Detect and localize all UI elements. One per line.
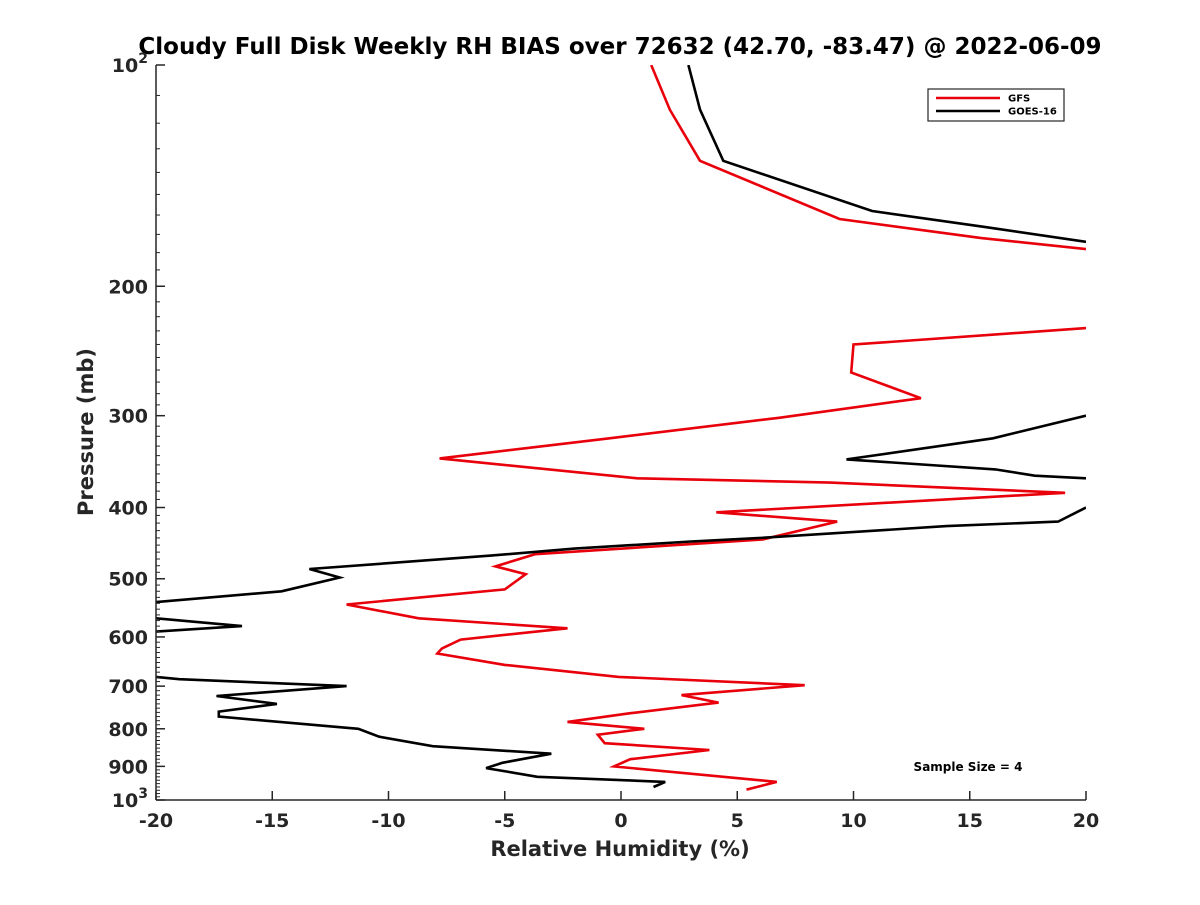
x-tick-label: 5 bbox=[731, 810, 744, 832]
sample-size-annotation: Sample Size = 4 bbox=[914, 760, 1023, 774]
y-axis-label: Pressure (mb) bbox=[74, 348, 98, 516]
legend-entry: GFS bbox=[1008, 94, 1030, 105]
legend: GFS GOES-16 bbox=[927, 88, 1065, 122]
y-tick-label: 700 bbox=[108, 676, 148, 698]
y-tick-label: 600 bbox=[108, 627, 148, 649]
x-tick-label: 0 bbox=[614, 810, 627, 832]
y-tick-label: 800 bbox=[108, 719, 148, 741]
y-tick-label: 300 bbox=[108, 406, 148, 428]
x-tick-label: -15 bbox=[255, 810, 289, 832]
legend-entry: GOES-16 bbox=[1008, 107, 1057, 118]
legend-box bbox=[927, 88, 1065, 122]
y-tick-label: 900 bbox=[108, 756, 148, 778]
y-tick-label: 500 bbox=[108, 569, 148, 591]
series-line-gfs bbox=[346, 65, 1086, 791]
x-tick-label: 20 bbox=[1073, 810, 1099, 832]
x-tick-label: 10 bbox=[840, 810, 866, 832]
x-axis-label: Relative Humidity (%) bbox=[490, 837, 749, 861]
y-tick-label: 400 bbox=[108, 498, 148, 520]
axes: -20 -15 -10 -5 0 5 10 15 20 102 200 300 400 500 600 700… bbox=[108, 51, 1099, 832]
y-tick-label: 102 bbox=[112, 51, 148, 77]
plot-area bbox=[156, 65, 1086, 791]
y-tick-label: 200 bbox=[108, 276, 148, 298]
y-tick-label: 103 bbox=[112, 786, 148, 812]
x-tick-label: 15 bbox=[957, 810, 983, 832]
x-tick-label: -5 bbox=[494, 810, 515, 832]
series-line-goes-16 bbox=[156, 65, 1086, 789]
x-tick-label: -10 bbox=[371, 810, 405, 832]
x-tick-label: -20 bbox=[139, 810, 173, 832]
chart-title: Cloudy Full Disk Weekly RH BIAS over 726… bbox=[138, 34, 1101, 60]
